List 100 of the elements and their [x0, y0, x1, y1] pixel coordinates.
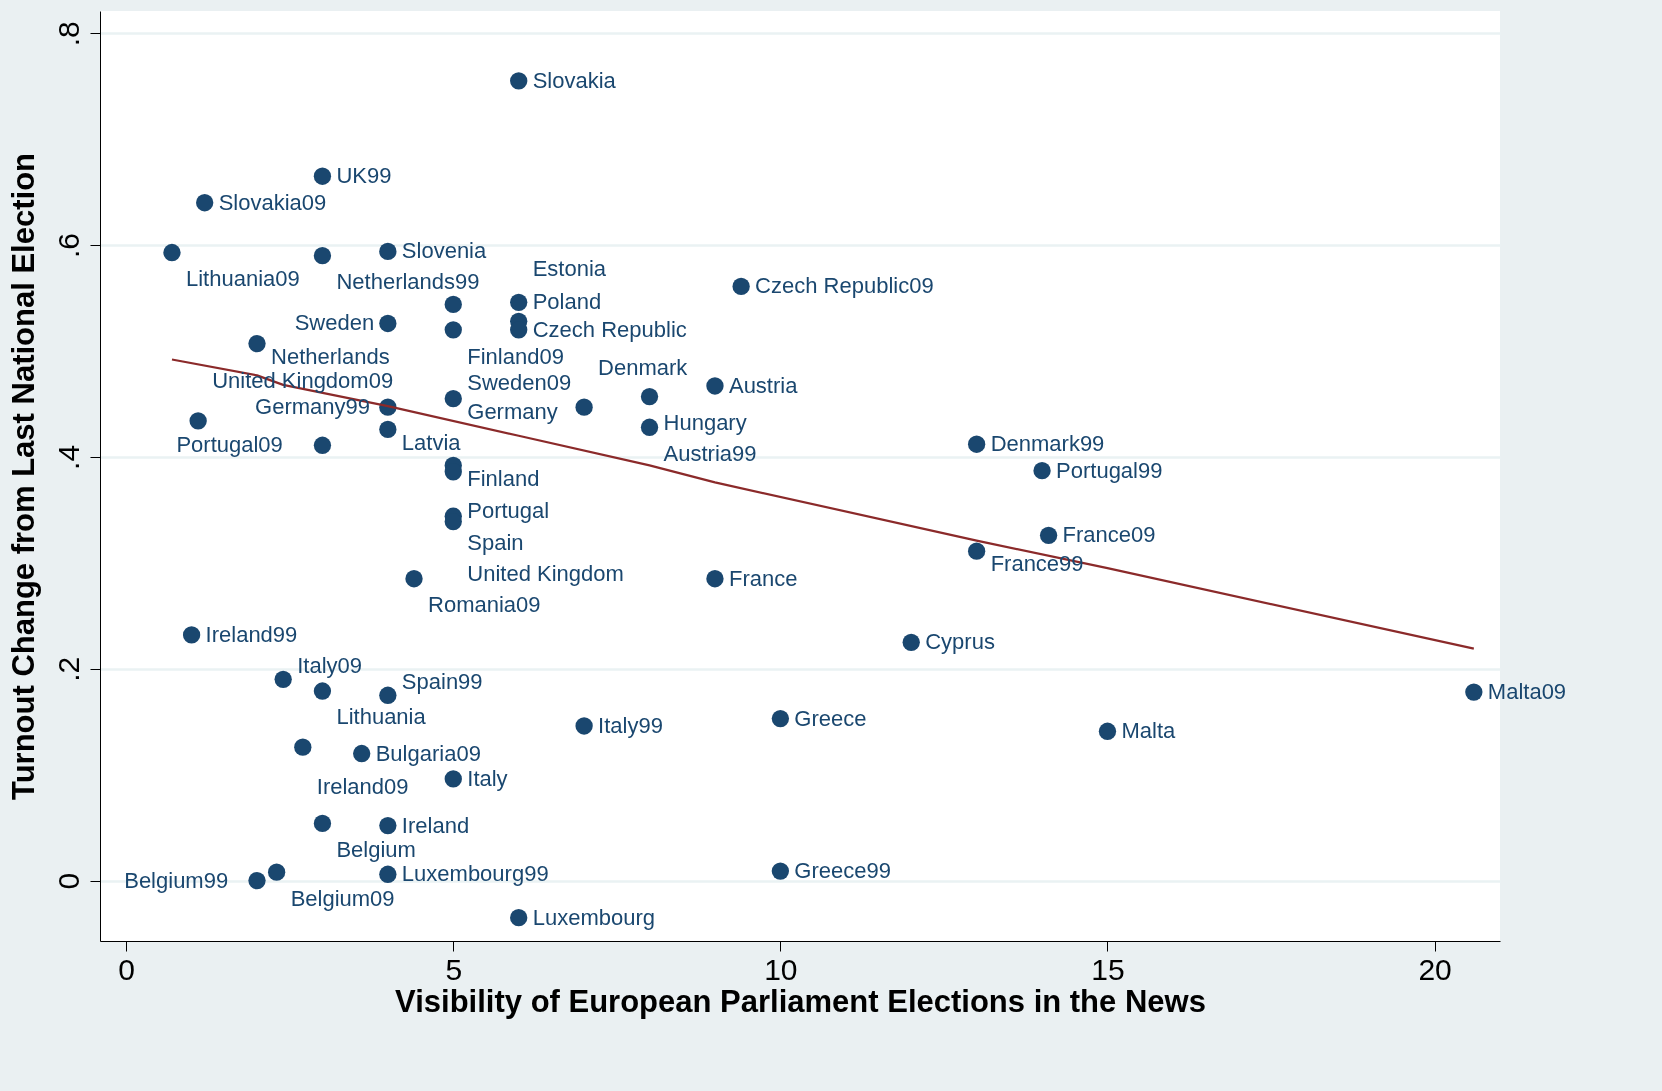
point [510, 909, 528, 927]
annotation: Hungary [663, 409, 747, 435]
annotation: Portugal99 [1056, 457, 1163, 483]
annotation: United Kingdom [467, 561, 624, 587]
annotation: Italy [467, 765, 508, 791]
point [444, 390, 462, 408]
annotation: Slovakia09 [218, 189, 327, 215]
point [379, 865, 397, 883]
y-axis-title: Turnout Change from Last National Election [5, 152, 41, 801]
annotation: United Kingdom09 [212, 368, 394, 394]
point [1098, 722, 1117, 740]
point [510, 72, 528, 90]
y-tick-label: .2 [51, 656, 85, 682]
annotation: Cyprus [925, 629, 995, 655]
annotation: Luxembourg [532, 904, 655, 930]
point [575, 717, 593, 735]
point [313, 436, 332, 454]
point [379, 242, 397, 261]
annotation: Ireland [401, 812, 470, 838]
annotation: Germany99 [255, 394, 370, 420]
annotation: France99 [990, 551, 1084, 577]
point [379, 686, 397, 704]
point [902, 633, 920, 651]
annotation: Malta09 [1487, 679, 1567, 705]
annotation: Greece99 [794, 858, 891, 884]
annotation: UK99 [336, 163, 392, 189]
point [379, 314, 397, 333]
point [640, 387, 659, 406]
annotation: Portugal [467, 498, 550, 524]
annotation: Italy09 [297, 653, 363, 679]
point [732, 277, 750, 296]
point [313, 247, 332, 265]
point [313, 682, 332, 700]
y-tick-label: .6 [51, 233, 85, 259]
x-tick-label: 5 [445, 952, 463, 986]
annotation: Lithuania [336, 704, 427, 730]
annotation: Spain99 [401, 669, 483, 695]
point [274, 670, 292, 689]
annotation: Latvia [401, 429, 462, 455]
point [313, 167, 332, 185]
point [967, 435, 986, 453]
annotation: Estonia [532, 255, 607, 281]
annotation: Belgium [336, 836, 416, 862]
annotation: Bulgaria09 [375, 740, 481, 766]
point [294, 738, 312, 756]
annotation: Denmark99 [990, 431, 1105, 457]
annotation: Luxembourg99 [401, 861, 549, 887]
point [313, 814, 332, 833]
annotation: France09 [1062, 522, 1156, 548]
annotation: Denmark [598, 354, 689, 380]
point [163, 243, 181, 262]
x-tick-label: 15 [1091, 952, 1125, 986]
point [189, 412, 207, 430]
point [640, 418, 659, 436]
annotation: France [728, 565, 798, 591]
annotation: Sweden09 [467, 369, 572, 395]
annotation: Sweden [294, 310, 375, 336]
annotation: Lithuania09 [185, 265, 300, 291]
point [510, 293, 528, 311]
annotation: Finland [467, 465, 540, 491]
point [575, 398, 593, 416]
point [405, 570, 423, 588]
annotation: Finland09 [467, 344, 564, 370]
point [444, 770, 462, 788]
annotation: Germany [467, 398, 558, 424]
annotation: Netherlands [271, 343, 390, 369]
annotation: Belgium09 [290, 885, 395, 911]
point [444, 321, 462, 339]
point [706, 570, 724, 588]
point [1465, 683, 1483, 701]
annotation: Austria [728, 372, 799, 398]
annotation: Romania09 [428, 592, 541, 618]
annotation: Italy99 [598, 712, 663, 738]
point [248, 871, 266, 890]
point [1039, 526, 1058, 544]
point [196, 194, 214, 212]
annotation: Slovenia [401, 238, 488, 264]
point [771, 862, 790, 880]
point [771, 709, 790, 728]
annotation: Netherlands99 [336, 269, 480, 295]
x-tick-label: 20 [1418, 952, 1452, 986]
point [248, 334, 266, 353]
annotation: Poland [532, 289, 602, 315]
y-tick-label: .8 [51, 21, 85, 47]
point [379, 420, 397, 439]
point [353, 744, 371, 763]
y-tick-label: .4 [51, 444, 85, 470]
annotation: Slovakia [532, 67, 617, 93]
point [267, 863, 286, 881]
point [1033, 462, 1051, 480]
annotation: Spain [467, 529, 524, 555]
x-axis-title: Visibility of European Parliament Elections in the News [395, 983, 1206, 1019]
x-tick-label: 10 [764, 952, 798, 986]
point [182, 626, 201, 644]
point [706, 377, 724, 395]
annotation: Austria99 [663, 440, 757, 466]
annotation: Greece [794, 705, 867, 731]
x-tick-label: 0 [118, 952, 136, 986]
annotation: Ireland99 [205, 621, 298, 647]
annotation: Malta [1121, 718, 1177, 744]
